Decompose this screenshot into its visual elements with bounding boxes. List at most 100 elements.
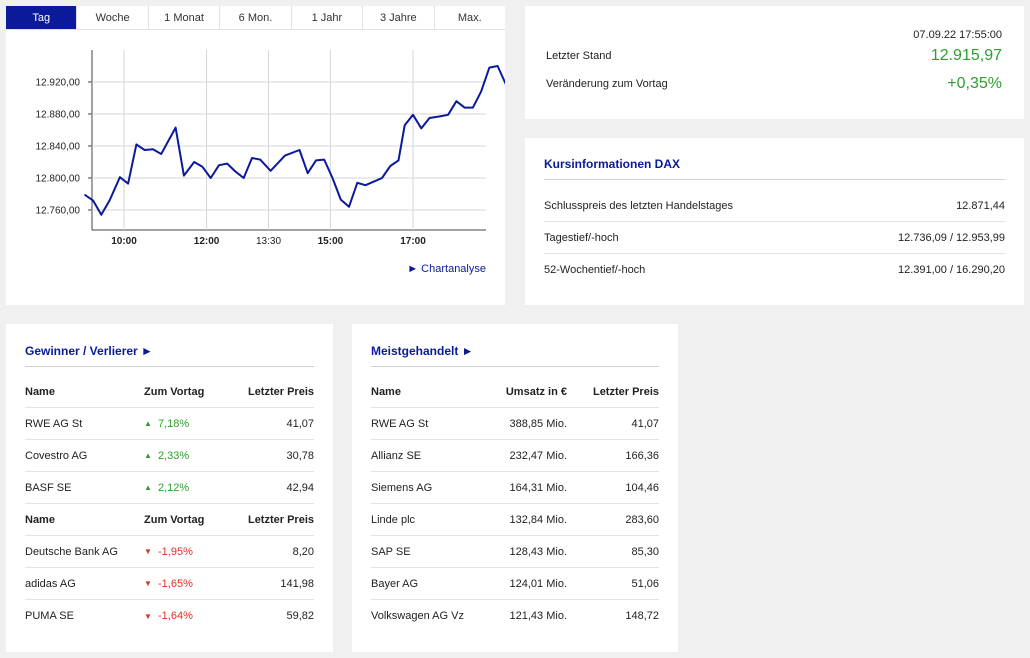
last-value-label: Letzter Stand <box>546 50 612 62</box>
table-row[interactable]: Covestro AG ▲ 2,33% 30,78 <box>25 440 314 472</box>
data-point <box>92 199 94 201</box>
stock-name[interactable]: Allianz SE <box>371 449 422 462</box>
data-point <box>193 161 195 163</box>
triangle-down-icon: ▼ <box>144 547 152 556</box>
change-text: -1,65% <box>158 577 193 590</box>
data-point <box>84 194 86 196</box>
gainers-losers-link[interactable]: Gewinner / Verlierer ► <box>25 344 153 358</box>
stock-name[interactable]: adidas AG <box>25 577 76 590</box>
header-name: Name <box>371 385 401 398</box>
stock-price: 59,82 <box>286 610 314 622</box>
stock-volume: 128,43 Mio. <box>509 545 567 558</box>
chartanalyse-link[interactable]: ► Chartanalyse <box>407 263 486 275</box>
data-point <box>488 67 490 69</box>
stock-volume: 164,31 Mio. <box>509 481 567 494</box>
table-row[interactable]: Siemens AG 164,31 Mio. 104,46 <box>371 472 659 504</box>
last-value-row: Letzter Stand 12.915,97 <box>546 47 1002 65</box>
table-row[interactable]: Volkswagen AG Vz 121,43 Mio. 148,72 <box>371 600 659 632</box>
tab-max[interactable]: Max. <box>457 11 482 24</box>
stock-name[interactable]: PUMA SE <box>25 610 74 622</box>
stock-name[interactable]: Siemens AG <box>371 481 433 494</box>
table-row[interactable]: RWE AG St 388,85 Mio. 41,07 <box>371 408 659 440</box>
table-row[interactable]: Allianz SE 232,47 Mio. 166,36 <box>371 440 659 472</box>
triangle-down-icon: ▼ <box>144 611 152 621</box>
data-point <box>340 199 342 201</box>
x-tick-label: 13:30 <box>256 236 281 247</box>
stock-change: ▼ -1,64% <box>144 610 234 622</box>
stock-change: ▼ -1,95% <box>144 546 234 558</box>
table-row[interactable]: SAP SE 128,43 Mio. 85,30 <box>371 536 659 568</box>
header-name: Name <box>25 385 55 398</box>
y-tick-label: 12.880,00 <box>36 110 81 121</box>
change-text: -1,64% <box>158 610 193 622</box>
table-row[interactable]: BASF SE ▲ 2,12% 42,94 <box>25 472 314 504</box>
info-row: Tagestief/-hoch 12.736,09 / 12.953,99 <box>544 222 1005 254</box>
table-row[interactable]: RWE AG St ▲ 7,18% 41,07 <box>25 408 314 440</box>
stock-change: ▲ 7,18% <box>144 418 234 430</box>
stock-name[interactable]: Volkswagen AG Vz <box>371 610 464 622</box>
triangle-down-icon: ▼ <box>144 579 152 588</box>
stock-name[interactable]: RWE AG St <box>371 417 429 430</box>
most-traded-divider <box>371 366 659 367</box>
table-row[interactable]: adidas AG ▼ -1,65% 141,98 <box>25 568 314 600</box>
stock-price: 283,60 <box>625 513 659 526</box>
tab-6-mon[interactable]: 6 Mon. <box>220 6 292 29</box>
y-tick-label: 12.920,00 <box>36 78 81 89</box>
stock-name[interactable]: RWE AG St <box>25 417 83 430</box>
change-label: Veränderung zum Vortag <box>546 78 668 90</box>
data-point <box>270 170 272 172</box>
table-row[interactable]: Bayer AG 124,01 Mio. 51,06 <box>371 568 659 600</box>
stock-name[interactable]: Linde plc <box>371 513 416 526</box>
data-point <box>119 176 121 178</box>
data-point <box>135 143 137 145</box>
stock-name[interactable]: Covestro AG <box>25 449 88 462</box>
data-point <box>348 206 350 208</box>
header-change: Zum Vortag <box>144 385 205 398</box>
stock-price: 85,30 <box>631 545 659 558</box>
data-point <box>144 149 146 151</box>
data-point <box>315 159 317 161</box>
y-tick-label: 12.800,00 <box>36 174 81 185</box>
stock-price: 166,36 <box>625 449 659 462</box>
stock-price: 104,46 <box>625 481 659 494</box>
header-price: Letzter Preis <box>247 385 314 398</box>
tab-tag[interactable]: Tag <box>6 6 78 29</box>
triangle-up-icon: ▲ <box>144 451 152 460</box>
tab-woche[interactable]: Woche <box>77 6 149 29</box>
most-traded-link[interactable]: Meistgehandelt ► <box>371 344 474 358</box>
data-point <box>420 127 422 129</box>
tab-1-jahr[interactable]: 1 Jahr <box>292 6 364 29</box>
stock-name[interactable]: BASF SE <box>25 481 72 494</box>
data-point <box>183 175 185 177</box>
stock-price: 51,06 <box>631 577 659 590</box>
data-point <box>439 115 441 117</box>
data-point <box>455 100 457 102</box>
stock-name[interactable]: Deutsche Bank AG <box>25 545 118 558</box>
tab-3-jahre[interactable]: 3 Jahre <box>363 6 435 29</box>
stock-change: ▲ 2,33% <box>144 450 234 462</box>
stock-name[interactable]: SAP SE <box>371 545 411 558</box>
data-point <box>160 153 162 155</box>
change-text: 2,33% <box>158 449 190 462</box>
stock-price: 30,78 <box>286 449 314 462</box>
x-tick-label: 12:00 <box>194 236 220 247</box>
stock-change: ▲ 2,12% <box>144 482 234 494</box>
change-text: 7,18% <box>158 417 190 430</box>
gainers-divider <box>25 366 314 367</box>
data-point <box>152 148 154 150</box>
data-point <box>428 117 431 119</box>
tab-1-monat[interactable]: 1 Monat <box>149 6 221 29</box>
info-panel: Kursinformationen DAX Schlusspreis des l… <box>525 138 1024 305</box>
y-tick-label: 12.840,00 <box>36 142 81 153</box>
data-point <box>251 157 253 159</box>
stock-price: 148,72 <box>625 610 659 622</box>
data-point <box>226 163 228 165</box>
stock-name[interactable]: Bayer AG <box>371 577 419 590</box>
gainers-losers-table: Name Zum Vortag Letzter Preis RWE AG St ▲ 7,1… <box>25 376 314 632</box>
table-row[interactable]: Deutsche Bank AG ▼ -1,95% 8,20 <box>25 536 314 568</box>
stock-price: 141,98 <box>280 577 314 590</box>
table-row[interactable]: PUMA SE ▼ -1,64% 59,82 <box>25 600 314 632</box>
table-row[interactable]: Linde plc 132,84 Mio. 283,60 <box>371 504 659 536</box>
chart-panel: Tag Woche 1 Monat 6 Mon. 1 Jahr 3 Jahre Max. 1… <box>6 6 505 305</box>
most-traded-panel: Meistgehandelt ► Name Umsatz in € Letzter … <box>352 324 678 652</box>
